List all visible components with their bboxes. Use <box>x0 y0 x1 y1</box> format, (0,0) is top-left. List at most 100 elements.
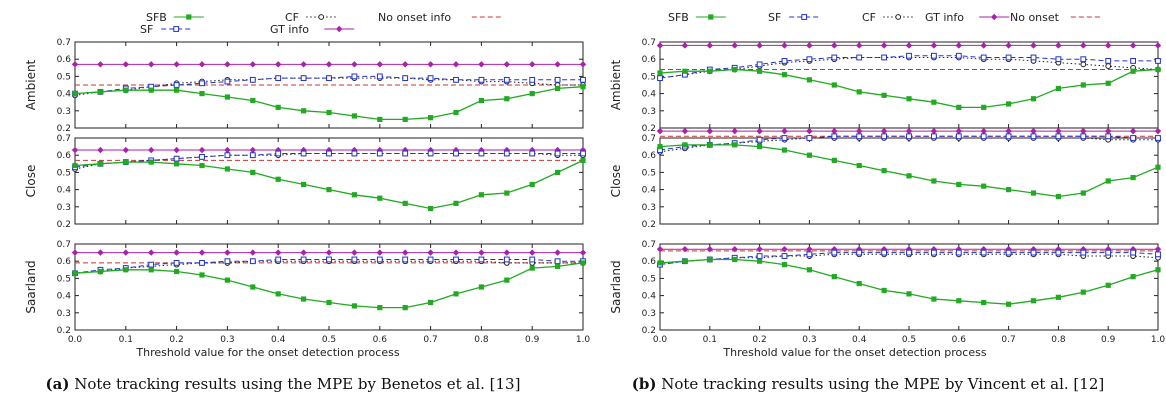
panel-b-ambient-ytick-label: 0.7 <box>642 38 656 48</box>
panel-a-close-point-sf <box>478 150 485 157</box>
panel-b-saarland-point-sf <box>931 249 937 256</box>
panel-a-saarland-point-sfb <box>402 305 408 311</box>
panel-a-ambient-point-sfb <box>453 109 459 116</box>
panel-a-ambient-ytick-label: 0.5 <box>57 72 71 82</box>
panel-a-ambient-ytick-label: 0.2 <box>57 124 71 134</box>
panel-a-ambient-point-gt <box>198 61 206 68</box>
panel-b-close-point-sf <box>1155 135 1161 141</box>
panel-b-saarland-point-sf <box>1130 249 1136 256</box>
panel-b-close-point-gt <box>905 127 913 135</box>
panel-b-saarland-xtick-label: 0.7 <box>1001 335 1015 345</box>
panel-a-close-point-sf <box>326 150 332 157</box>
panel-a-ambient-point-sfb <box>580 84 586 90</box>
panel-b-ambient-point-sf <box>1030 54 1037 61</box>
panel-b-close-point-sfb <box>757 144 763 150</box>
legend-b-label-sfb: SFB <box>668 11 689 24</box>
panel-a-saarland-point-gt <box>376 249 383 256</box>
panel-b-saarland-xtick-label: 0.8 <box>1051 335 1066 345</box>
panel-b-close-point-sfb <box>657 144 663 150</box>
panel-a-saarland-point-sf <box>173 260 180 266</box>
panel-b-ambient-point-gt <box>1030 42 1037 49</box>
panel-a-ambient-ytick-label: 0.7 <box>57 38 71 48</box>
panel-a-saarland-point-sf <box>529 256 536 263</box>
panel-b-ambient-point-sfb <box>757 68 763 74</box>
panel-b-saarland-point-sf <box>1155 251 1161 258</box>
panel-a-saarland-point-sfb <box>301 296 307 302</box>
panel-a-close-point-sfb <box>428 205 434 212</box>
panel-b-close-point-sfb <box>831 157 837 163</box>
panel-b-close-point-sf <box>1005 133 1012 140</box>
panel-a-ambient-point-sfb <box>275 104 281 110</box>
panel-a-saarland-point-sfb <box>453 291 459 297</box>
panel-b-saarland-ytick-label: 0.5 <box>642 274 656 284</box>
panel-a-ambient-ytick-label: 0.3 <box>57 107 71 117</box>
panel-b-saarland-point-gt <box>1055 245 1062 253</box>
panel-a-ambient-point-sfb <box>174 87 180 93</box>
panel-a-saarland-xtick-label: 0.6 <box>373 335 388 345</box>
panel-b-saarland-ytick-label: 0.4 <box>642 292 657 302</box>
panel-b-ambient-point-sf <box>1130 58 1136 64</box>
panel-b-saarland-point-sf <box>756 253 763 259</box>
panel-a-ambient-point-sf <box>199 80 205 87</box>
panel-a-saarland-point-gt <box>529 249 536 256</box>
panel-b-saarland-ytick-label: 0.2 <box>642 326 656 336</box>
panel-a-close-point-gt <box>224 146 231 154</box>
panel-a-saarland-point-sf <box>351 256 358 263</box>
panel-b-close-ytick-label: 0.6 <box>642 151 657 161</box>
panel-a-close-point-sfb <box>123 159 129 165</box>
panel-a-close-point-sf <box>427 150 434 157</box>
panel-a-saarland-series-sf <box>72 256 586 277</box>
panel-a-ambient-point-gt <box>275 61 282 68</box>
panel-b-saarland-point-gt <box>1129 245 1137 253</box>
panel-b-ambient-point-sf <box>781 58 788 64</box>
panel-b-saarland-point-sfb <box>781 262 788 268</box>
panel-a-saarland-series-gt <box>71 249 587 256</box>
panel-a-saarland-ytick-label: 0.3 <box>57 309 71 319</box>
panel-b-close-point-sf <box>1105 133 1112 140</box>
panel-a-ambient-point-sf <box>453 76 459 83</box>
panel-b-close-point-sfb <box>707 142 713 148</box>
panel-b-ambient-point-gt <box>1154 42 1162 49</box>
panel-a-saarland-point-gt <box>122 249 129 256</box>
panel-a-close-point-sfb <box>351 192 357 198</box>
panel-b-close-point-gt <box>1055 127 1062 135</box>
panel-b-ambient-ytick-label: 0.2 <box>642 124 656 134</box>
panel-a-ambient-point-gt <box>554 61 561 68</box>
panel-a-ambient-point-gt <box>503 61 510 68</box>
panel-b-close-point-sfb <box>931 178 937 184</box>
panel-b-ambient-point-gt <box>1080 42 1087 49</box>
panel-a-saarland-point-sfb <box>351 303 357 309</box>
panel-b-saarland-point-sfb <box>806 267 812 273</box>
panel-b-close-point-gt <box>1154 127 1162 135</box>
panel-b-ambient-series-sfb <box>657 66 1161 110</box>
panel-b-close-ytick-label: 0.7 <box>642 134 656 144</box>
panel-a-close-point-sfb <box>72 162 78 169</box>
panel-a-close-point-sfb <box>377 195 383 201</box>
panel-b-close-point-sfb <box>732 142 738 148</box>
panel-b-close-point-sfb <box>881 168 887 174</box>
panel-a-ambient-point-sf <box>503 76 510 83</box>
panel-a-ambient-point-sfb <box>123 87 129 93</box>
panel-b-saarland-point-sfb <box>682 258 688 264</box>
panel-a-ambient-point-sf <box>529 76 536 83</box>
panel-b-ambient-point-sfb <box>1030 96 1037 102</box>
panel-a-saarland-point-sf <box>249 258 256 265</box>
panel-b-saarland-point-sfb <box>906 291 912 297</box>
panel-a-close-point-sfb <box>174 161 180 167</box>
panel-b-saarland-point-gt <box>781 245 788 253</box>
panel-b-ambient-point-gt <box>1105 42 1112 49</box>
panel-b-close-point-gt <box>980 127 987 135</box>
legend-a-marker-gt <box>336 25 343 33</box>
panel-b-ambient-point-sf <box>657 75 663 82</box>
panel-b-saarland-xtick-label: 0.4 <box>852 335 867 345</box>
panel-b-ambient-ytick-label: 0.5 <box>642 72 656 82</box>
panel-a-ambient-point-gt <box>452 61 460 68</box>
panel-b-close-point-sf <box>881 133 888 140</box>
panel-b-close-point-sf <box>1130 135 1136 141</box>
panel-b-close-point-sfb <box>1006 187 1012 193</box>
panel-b-saarland-xtick-label: 1.0 <box>1151 335 1166 345</box>
panel-b-saarland-point-sf <box>955 249 962 256</box>
panel-b-saarland-point-gt <box>856 245 863 253</box>
panel-b-ambient-point-sfb <box>906 96 912 102</box>
panel-a-saarland-point-gt <box>478 249 485 256</box>
